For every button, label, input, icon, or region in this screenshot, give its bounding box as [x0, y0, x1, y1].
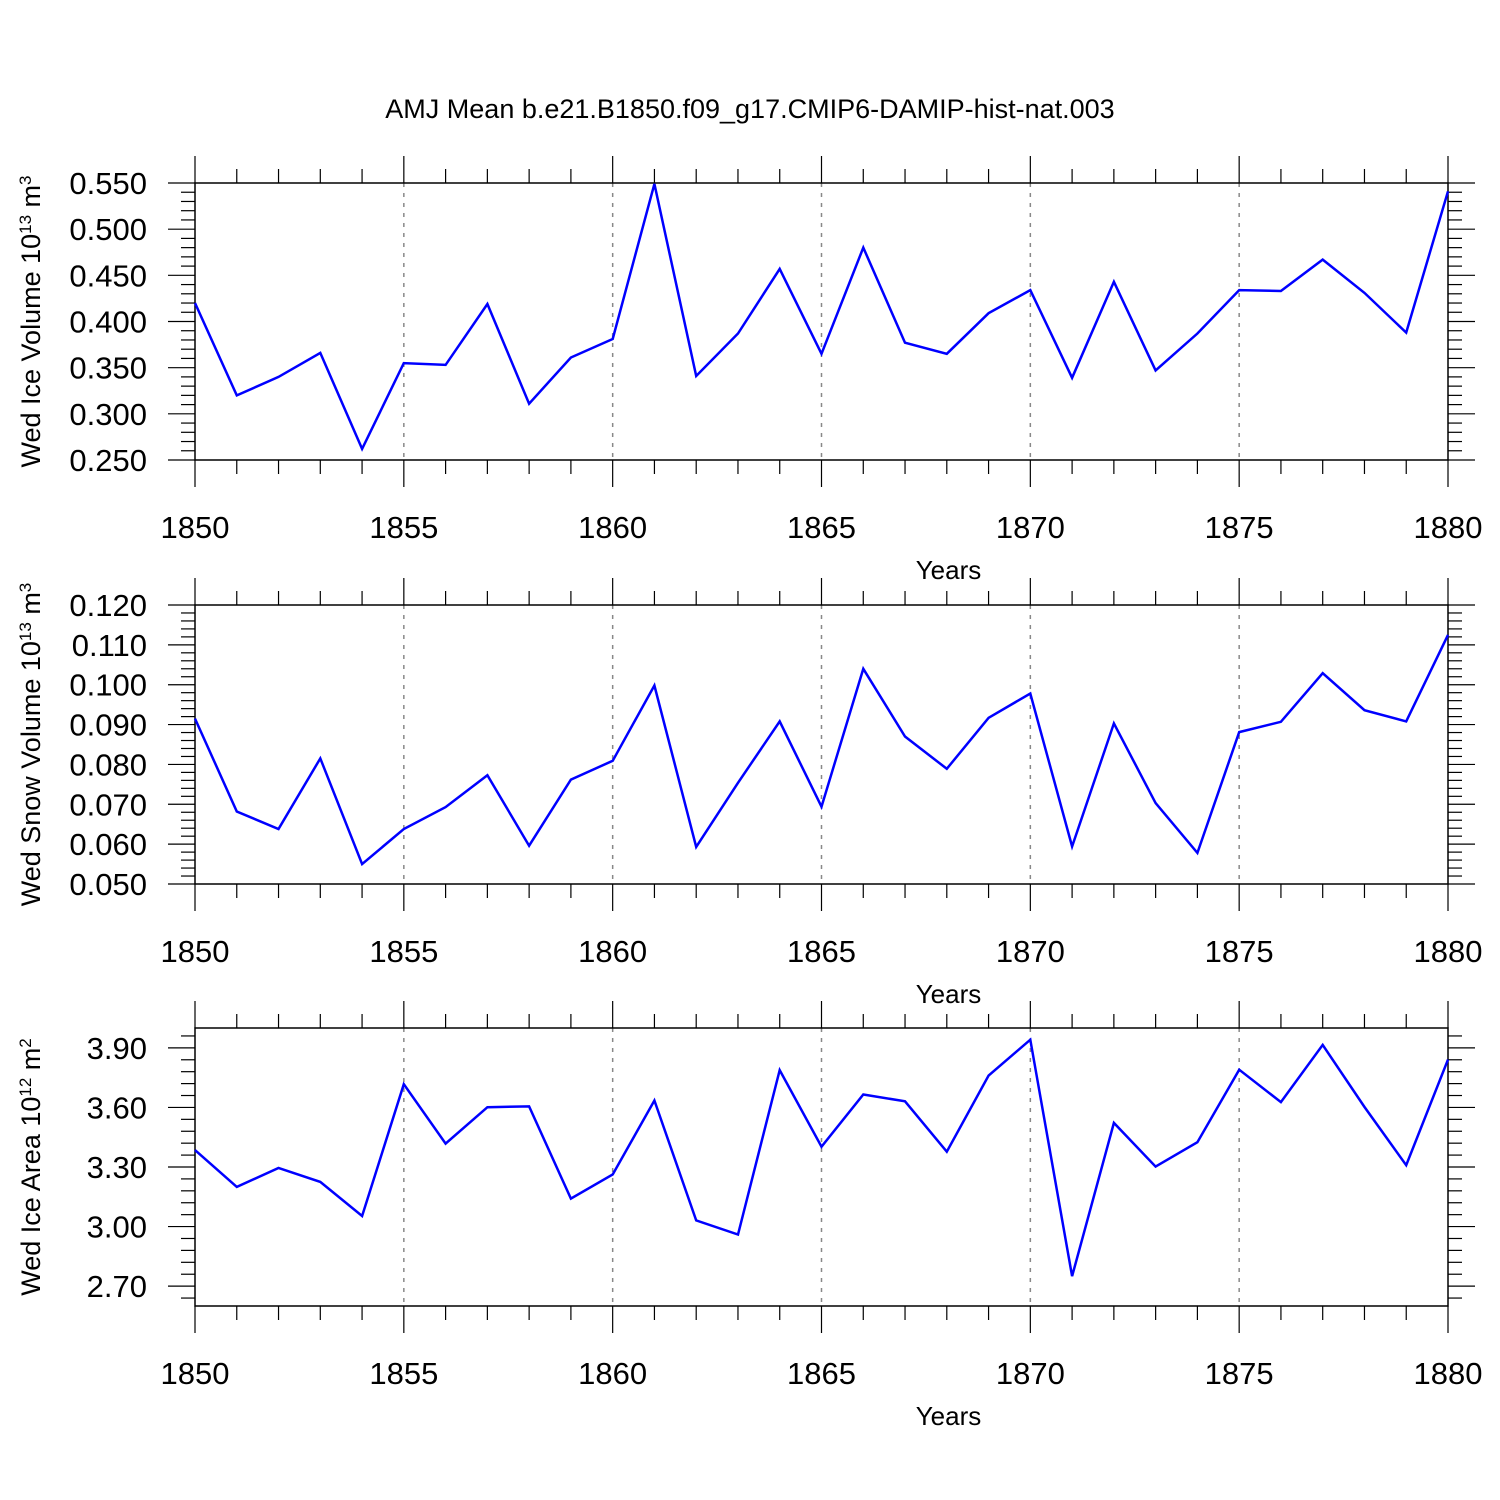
- chart-ice-area: 1850 1855 1860 1865 1870 1875 1880 2.70 3.00 3.30…: [16, 1001, 1483, 1431]
- x-tick-label: 1865: [787, 1356, 856, 1391]
- y-tick-label: 0.250: [69, 443, 147, 478]
- figure-title: AMJ Mean b.e21.B1850.f09_g17.CMIP6-DAMIP…: [385, 94, 1114, 124]
- y-tick-label: 2.70: [87, 1269, 147, 1304]
- y-tick-label: 0.400: [69, 305, 147, 340]
- x-tick-label: 1855: [369, 934, 438, 969]
- y-tick-label: 0.300: [69, 397, 147, 432]
- y-tick-label: 0.450: [69, 258, 147, 293]
- x-tick-label: 1860: [578, 510, 647, 545]
- y-tick-label: 3.00: [87, 1210, 147, 1245]
- y-tick-label: 0.550: [69, 166, 147, 201]
- y-tick-label: 0.120: [69, 588, 147, 623]
- y-tick-label: 3.90: [87, 1031, 147, 1066]
- y-axis-label: Wed Ice Area 1012 m2: [16, 1038, 47, 1296]
- y-axis-label: Wed Ice Volume 1013 m3: [16, 175, 47, 467]
- series-line: [193, 634, 1450, 867]
- chart-panels: 1850 1855 1860 1865 1870 1875 1880 0.250 0.300 0.…: [16, 156, 1483, 1431]
- x-tick-label: 1870: [996, 1356, 1065, 1391]
- y-tick-label: 0.070: [69, 787, 147, 822]
- y-tick-label: 0.500: [69, 212, 147, 247]
- x-tick-label: 1850: [161, 934, 230, 969]
- x-tick-label: 1870: [996, 934, 1065, 969]
- x-tick-label: 1850: [161, 510, 230, 545]
- x-axis-label: Years: [916, 1401, 982, 1431]
- y-tick-label: 3.30: [87, 1150, 147, 1185]
- y-tick-label: 0.350: [69, 351, 147, 386]
- x-tick-label: 1870: [996, 510, 1065, 545]
- y-tick-label: 0.060: [69, 827, 147, 862]
- y-tick-label: 0.090: [69, 708, 147, 743]
- x-tick-label: 1850: [161, 1356, 230, 1391]
- x-tick-label: 1865: [787, 510, 856, 545]
- x-tick-label: 1855: [369, 1356, 438, 1391]
- x-axis-label: Years: [916, 555, 982, 585]
- x-tick-label: 1875: [1205, 1356, 1274, 1391]
- x-tick-label: 1865: [787, 934, 856, 969]
- y-tick-label: 0.050: [69, 867, 147, 902]
- y-axis-label: Wed Snow Volume 1013 m3: [16, 583, 47, 907]
- x-tick-label: 1880: [1414, 510, 1483, 545]
- series-line: [193, 183, 1450, 452]
- chart-snow-volume: 1850 1855 1860 1865 1870 1875 1880 0.050 0.060 0.…: [16, 578, 1483, 1009]
- x-tick-label: 1860: [578, 934, 647, 969]
- x-tick-label: 1855: [369, 510, 438, 545]
- y-tick-label: 3.60: [87, 1090, 147, 1125]
- chart-ice-volume: 1850 1855 1860 1865 1870 1875 1880 0.250 0.300 0.…: [16, 156, 1483, 585]
- y-tick-label: 0.110: [72, 628, 147, 663]
- x-tick-label: 1875: [1205, 510, 1274, 545]
- y-tick-label: 0.080: [69, 747, 147, 782]
- x-axis-label: Years: [916, 979, 982, 1009]
- x-tick-label: 1880: [1414, 1356, 1483, 1391]
- x-tick-label: 1880: [1414, 934, 1483, 969]
- x-tick-label: 1860: [578, 1356, 647, 1391]
- x-tick-label: 1875: [1205, 934, 1274, 969]
- series-line: [194, 1037, 1450, 1277]
- y-tick-label: 0.100: [69, 668, 147, 703]
